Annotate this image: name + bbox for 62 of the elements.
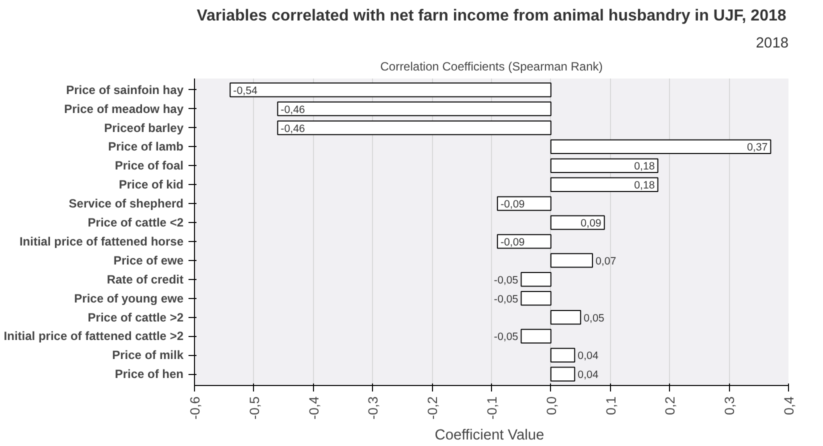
x-axis-title: Coefficient Value xyxy=(434,427,544,444)
x-tick-label: -0,6 xyxy=(188,396,202,420)
y-tick-label: Priceof barley xyxy=(104,120,184,135)
data-label: 0,37 xyxy=(746,142,768,154)
data-label: 0,07 xyxy=(595,255,616,268)
x-tick-label: -0,2 xyxy=(425,396,440,420)
y-tick-label: Price of ewe xyxy=(113,253,184,268)
y-tick-label: Price of cattle <2 xyxy=(88,216,184,230)
bar xyxy=(550,139,772,154)
bar xyxy=(550,366,576,382)
y-tick-label: Price of foal xyxy=(114,158,184,173)
bar xyxy=(277,120,552,136)
data-label: -0,54 xyxy=(233,84,258,97)
data-label: -0,09 xyxy=(500,198,525,211)
x-tick-label: 0,3 xyxy=(722,396,738,416)
bar xyxy=(520,272,552,287)
data-label: -0,46 xyxy=(280,104,306,116)
y-tick-label: Price of milk xyxy=(112,348,184,362)
y-tick-label: Price of lamb xyxy=(108,140,184,154)
chart-subtitle: Correlation Coefficients (Spearman Rank) xyxy=(380,60,603,74)
bar xyxy=(550,177,658,192)
data-label: 0,05 xyxy=(584,312,604,324)
bar xyxy=(496,234,552,249)
y-tick-label: Price of kid xyxy=(118,178,184,192)
chart-title: Variables correlated with net farn income from animal husbandry in UJF, 2018 xyxy=(196,8,786,24)
x-tick-label: -0,5 xyxy=(246,396,262,420)
bar xyxy=(550,215,605,230)
bar xyxy=(550,158,658,173)
x-tick-label: 0,4 xyxy=(782,396,796,416)
y-tick-label: Price of hen xyxy=(114,367,184,382)
y-tick-label: Initial price of fattened cattle >2 xyxy=(4,329,184,344)
data-label: 0,09 xyxy=(580,218,602,230)
x-tick-label: 0,1 xyxy=(603,396,618,416)
y-tick-label: Price of meadow hay xyxy=(64,102,184,116)
y-tick-label: Price of sainfoin hay xyxy=(66,82,184,97)
bar xyxy=(520,328,552,344)
data-label: -0,05 xyxy=(494,293,518,306)
x-tick-label: -0,4 xyxy=(306,396,322,420)
x-tick-label: -0,1 xyxy=(484,396,500,420)
data-label: 0,04 xyxy=(578,350,598,362)
y-tick-label: Rate of credit xyxy=(106,272,184,286)
bar xyxy=(277,102,552,116)
data-label: -0,46 xyxy=(280,122,306,135)
bar xyxy=(550,348,576,362)
bar xyxy=(520,291,552,306)
data-label: 0,18 xyxy=(634,160,655,173)
data-label: -0,05 xyxy=(494,331,518,344)
bar xyxy=(230,82,552,98)
data-label: 0,04 xyxy=(578,369,598,382)
x-tick-label: 0,2 xyxy=(662,396,678,416)
y-tick-label: Price of young ewe xyxy=(74,291,184,306)
x-tick-label: -0,3 xyxy=(366,396,381,420)
y-tick-label: Price of cattle >2 xyxy=(88,310,184,324)
text: 2018 xyxy=(756,36,789,52)
y-tick-label: Service of shepherd xyxy=(68,196,184,211)
data-label: -0,05 xyxy=(494,274,518,286)
y-tick-label: Initial price of fattened horse xyxy=(19,234,184,248)
x-tick-label: 0,0 xyxy=(544,396,559,416)
data-label: -0,09 xyxy=(500,236,525,248)
bar xyxy=(550,253,593,268)
bar xyxy=(550,310,582,325)
data-label: 0,18 xyxy=(634,180,655,192)
